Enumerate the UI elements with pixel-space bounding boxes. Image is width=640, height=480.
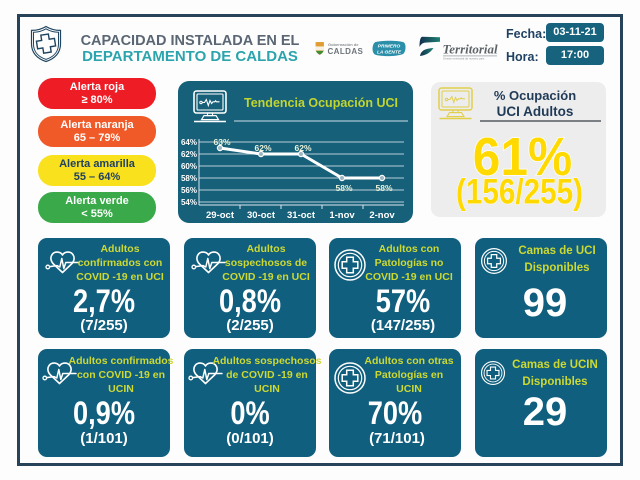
svg-text:62%: 62% [181,150,197,159]
svg-text:2-nov: 2-nov [369,210,395,221]
svg-text:62%: 62% [254,143,271,153]
svg-text:1-nov: 1-nov [329,210,355,221]
svg-text:Territorial: Territorial [443,42,499,57]
svg-text:31-oct: 31-oct [287,210,316,221]
svg-text:58%: 58% [181,174,197,183]
svg-text:56%: 56% [181,186,197,195]
svg-text:Gobernación de: Gobernación de [328,42,359,47]
svg-text:CALDAS: CALDAS [328,47,364,56]
svg-text:Gestión territorial de nuestro: Gestión territorial de nuestro país [443,57,485,61]
svg-text:63%: 63% [213,137,230,147]
svg-text:UCI Adultos: UCI Adultos [497,104,574,119]
svg-text:54%: 54% [181,198,197,207]
svg-text:LA GENTE: LA GENTE [377,50,402,56]
svg-text:% Ocupación: % Ocupación [494,88,576,103]
svg-text:29-oct: 29-oct [206,210,235,221]
svg-text:30-oct: 30-oct [247,210,276,221]
svg-text:(156/255): (156/255) [456,172,583,211]
svg-text:58%: 58% [375,183,392,193]
svg-text:64%: 64% [181,138,197,147]
svg-text:58%: 58% [335,183,352,193]
svg-text:61%: 61% [473,126,572,186]
svg-text:Tendencia Ocupación UCI: Tendencia Ocupación UCI [244,96,398,110]
svg-text:62%: 62% [294,143,311,153]
svg-text:PRIMERO: PRIMERO [378,44,401,50]
svg-text:60%: 60% [181,162,197,171]
